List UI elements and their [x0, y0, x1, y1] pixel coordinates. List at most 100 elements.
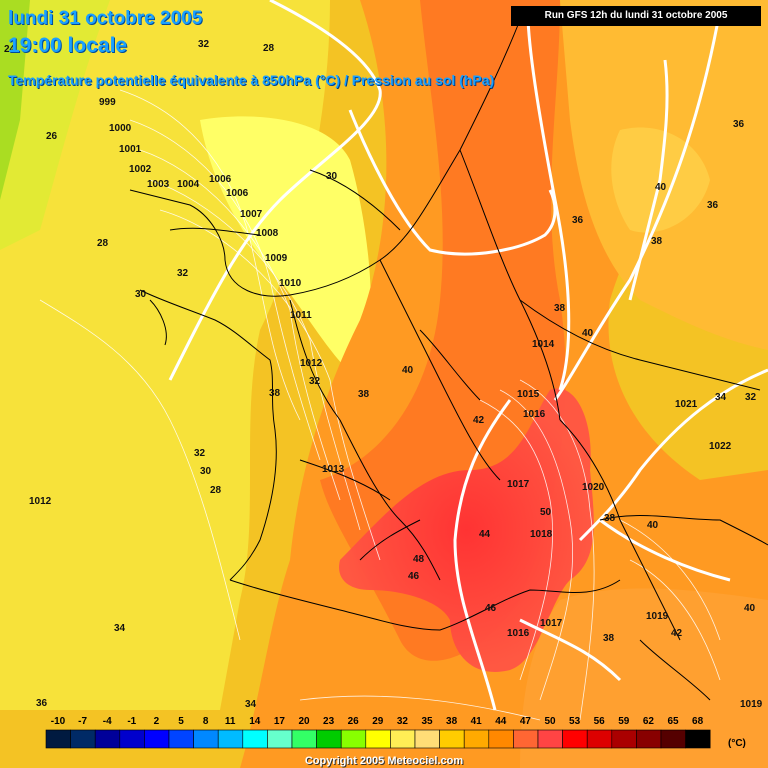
pressure-label: 1001	[119, 144, 142, 155]
legend-tick-label: -1	[127, 716, 136, 727]
pressure-label: 1017	[507, 479, 530, 490]
legend-tick-label: 29	[372, 716, 384, 727]
pressure-label: 1017	[540, 618, 563, 629]
pressure-label: 1022	[709, 441, 732, 452]
pressure-label: 1002	[129, 164, 152, 175]
legend-swatch	[168, 729, 194, 749]
temperature-zone-47	[339, 388, 594, 672]
legend-tick-label: 35	[421, 716, 433, 727]
color-legend: -10 -7 -4 -1 2 5 8 11 14 17 20 23 26 29 32 35 38 41 44 47 50…	[45, 716, 746, 749]
pressure-label: 1008	[256, 228, 279, 239]
temperature-label: 42	[473, 415, 485, 426]
copyright: Copyright 2005 Meteociel.com	[304, 755, 464, 767]
legend-tick-label: 41	[471, 716, 483, 727]
legend-swatch	[685, 729, 711, 749]
legend-swatch	[439, 729, 465, 749]
legend-swatch	[70, 729, 96, 749]
pressure-label: 1003	[147, 179, 170, 190]
temperature-label: 30	[135, 289, 147, 300]
legend-tick-label: 50	[544, 716, 556, 727]
legend-swatch	[144, 729, 170, 749]
temperature-labels: 24 32 28 26 28 32 30 30 36 36 40 38 38 4…	[4, 39, 757, 710]
legend-tick-label: 59	[618, 716, 630, 727]
legend-tick-label: 5	[178, 716, 184, 727]
temperature-label: 30	[326, 171, 338, 182]
map-time-title: 19:00 locale	[8, 34, 128, 57]
legend-tick-label: 26	[348, 716, 360, 727]
pressure-label: 1018	[530, 529, 553, 540]
temperature-label: 32	[177, 268, 189, 279]
temperature-label: 40	[655, 182, 667, 193]
temperature-label: 32	[309, 376, 321, 387]
legend-swatch	[291, 729, 317, 749]
legend-swatch	[488, 729, 514, 749]
temperature-label: 38	[603, 633, 615, 644]
temperature-label: 34	[114, 623, 126, 634]
temperature-label: 34	[245, 699, 257, 710]
legend-swatch	[193, 729, 219, 749]
pressure-label: 1019	[740, 699, 763, 710]
legend-swatch	[340, 729, 367, 749]
legend-tick-label: 62	[643, 716, 655, 727]
legend-swatch	[267, 729, 293, 749]
legend-swatch	[45, 729, 71, 749]
legend-swatch	[513, 729, 539, 749]
map-date-title: lundi 31 octobre 2005	[8, 8, 203, 29]
legend-tick-label: 23	[323, 716, 335, 727]
temperature-label: 28	[210, 485, 222, 496]
legend-tick-label: 47	[520, 716, 532, 727]
legend-swatch	[414, 729, 440, 749]
pressure-label: 1020	[582, 482, 605, 493]
pressure-label: 999	[99, 97, 116, 108]
pressure-label: 1006	[209, 174, 232, 185]
temperature-label: 38	[554, 303, 566, 314]
temperature-zone-32-north	[200, 116, 371, 381]
pressure-label: 1009	[265, 253, 288, 264]
legend-tick-label: 56	[594, 716, 606, 727]
legend-swatch	[636, 729, 662, 749]
legend-unit: (°C)	[728, 738, 746, 749]
pressure-label: 1019	[646, 611, 669, 622]
pressure-label: 1013	[322, 464, 345, 475]
coastlines-borders	[129, 19, 768, 701]
temperature-label: 38	[651, 236, 663, 247]
legend-swatch	[365, 729, 391, 749]
temperature-label: 28	[97, 238, 109, 249]
pressure-label: 1016	[507, 628, 530, 639]
temperature-label: 34	[715, 392, 727, 403]
run-info-box: Run GFS 12h du lundi 31 octobre 2005	[511, 6, 761, 26]
legend-swatch	[242, 729, 268, 749]
legend-swatch	[217, 729, 244, 749]
legend-swatch	[119, 729, 145, 749]
temperature-label: 48	[413, 554, 425, 565]
temperature-label: 32	[194, 448, 206, 459]
isobars	[39, 89, 721, 721]
legend-tick-label: -4	[103, 716, 112, 727]
legend-tick-label: 14	[249, 716, 261, 727]
legend-bar	[45, 729, 711, 749]
pressure-label: 1012	[29, 496, 52, 507]
temperature-label: 28	[263, 43, 275, 54]
legend-swatch	[586, 729, 613, 749]
legend-tick-label: 38	[446, 716, 458, 727]
temperature-label: 38	[269, 388, 281, 399]
pressure-label: 1010	[279, 278, 302, 289]
pressure-label: 1006	[226, 188, 249, 199]
legend-tick-label: 65	[667, 716, 679, 727]
temperature-label: 38	[604, 513, 616, 524]
temperature-zone-26	[0, 0, 110, 250]
temperature-label: 40	[744, 603, 756, 614]
map-subtitle: Température potentielle équivalente à 85…	[8, 72, 495, 88]
pressure-label: 1007	[240, 209, 263, 220]
temperature-label: 40	[402, 365, 414, 376]
temperature-label: 36	[733, 119, 745, 130]
thick-contours	[168, 0, 768, 711]
legend-swatch	[94, 729, 121, 749]
legend-tick-label: -10	[51, 716, 66, 727]
temperature-label: 42	[671, 628, 683, 639]
legend-tick-label: 20	[298, 716, 310, 727]
pressure-label: 1000	[109, 123, 132, 134]
temperature-label: 24	[4, 44, 16, 55]
pressure-label: 1004	[177, 179, 200, 190]
